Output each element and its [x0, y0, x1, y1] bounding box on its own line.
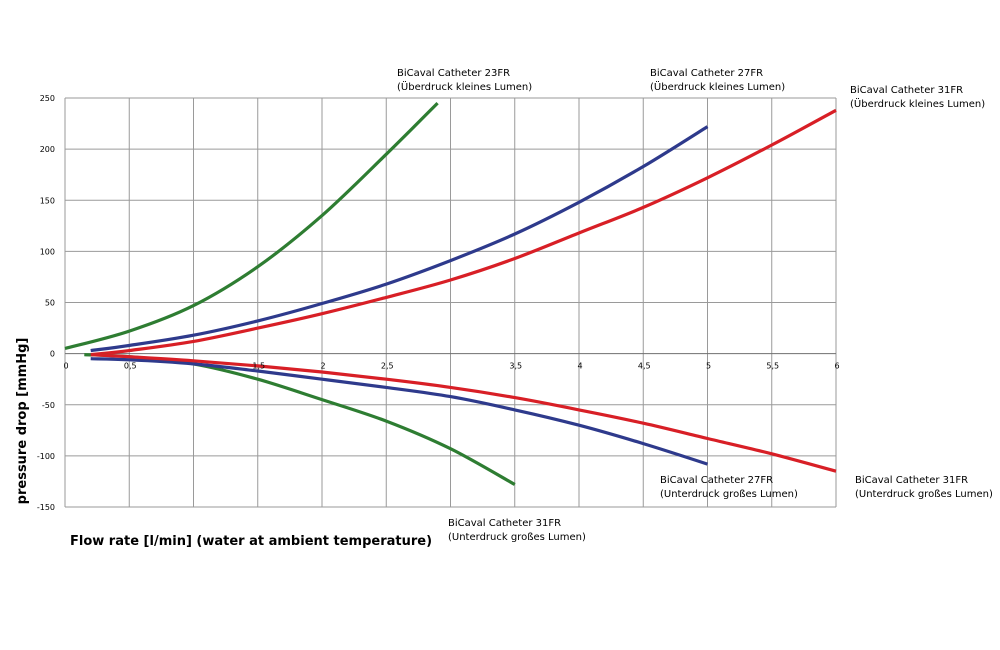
annotation-a27-over-title: BiCaval Catheter 27FR	[650, 68, 763, 79]
grid	[64, 97, 837, 508]
series-line-s31-over	[90, 108, 837, 357]
y-tick-label: -150	[37, 503, 55, 512]
annotation-a23-under-title: BiCaval Catheter 31FR	[448, 518, 561, 529]
series-line-s23-over	[64, 101, 439, 351]
x-tick-label: 0,5	[124, 362, 137, 371]
x-tick-label: 5	[706, 362, 711, 371]
y-tick-labels: 250 200 150 100 50 0 -50 -100 -150	[37, 94, 55, 512]
y-tick-label: -100	[37, 452, 55, 461]
y-tick-label: -50	[42, 401, 55, 410]
x-tick-labels: 0 0,5 1,5 2 2,5 3,5 4 4,5 5 5,5 6	[63, 362, 839, 371]
annotation-a23-over-subtitle: (Überdruck kleines Lumen)	[397, 80, 532, 93]
y-tick-label: 250	[40, 94, 55, 103]
annotation-a23-under-subtitle: (Unterdruck großes Lumen)	[448, 532, 586, 543]
series-line-s27-over	[90, 125, 709, 353]
annotation-a31-over-title: BiCaval Catheter 31FR	[850, 85, 963, 96]
y-tick-label: 0	[50, 350, 55, 359]
x-tick-label: 2	[320, 362, 325, 371]
x-tick-label: 2,5	[381, 362, 394, 371]
series-line-s27-under	[90, 357, 708, 466]
series-line-s31-under	[90, 353, 837, 473]
series-group	[64, 101, 837, 486]
annotation-a27-over-subtitle: (Überdruck kleines Lumen)	[650, 80, 785, 93]
y-tick-label: 150	[40, 196, 55, 205]
y-tick-label: 50	[45, 299, 55, 308]
y-tick-label: 200	[40, 145, 55, 154]
x-tick-label: 4	[577, 362, 582, 371]
annotations: BiCaval Catheter 23FR(Überdruck kleines …	[397, 68, 993, 543]
annotation-a27-under-subtitle: (Unterdruck großes Lumen)	[660, 489, 798, 500]
y-axis-label: pressure drop [mmHg]	[15, 338, 30, 505]
x-tick-label: 5,5	[766, 362, 779, 371]
x-axis-label: Flow rate [l/min] (water at ambient temp…	[70, 534, 432, 549]
x-tick-label: 3,5	[509, 362, 522, 371]
x-tick-label: 1,5	[252, 362, 265, 371]
x-tick-label: 0	[63, 362, 68, 371]
annotation-a31-under-title: BiCaval Catheter 31FR	[855, 475, 968, 486]
y-tick-label: 100	[40, 247, 55, 256]
annotation-a31-under-subtitle: (Unterdruck großes Lumen)	[855, 489, 993, 500]
annotation-a31-over-subtitle: (Überdruck kleines Lumen)	[850, 97, 985, 110]
x-tick-label: 6	[834, 362, 839, 371]
x-tick-label: 4,5	[638, 362, 651, 371]
annotation-a27-under-title: BiCaval Catheter 27FR	[660, 475, 773, 486]
annotation-a23-over-title: BiCaval Catheter 23FR	[397, 68, 510, 79]
